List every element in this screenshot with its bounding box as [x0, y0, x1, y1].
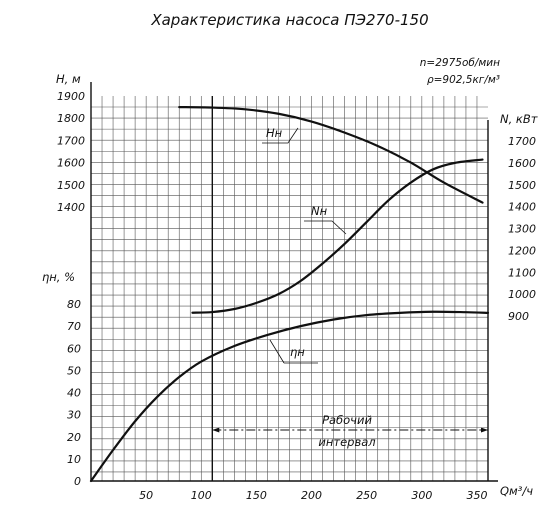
working-range-arrow-left: [212, 427, 220, 433]
efficiency-tick-label: 70: [67, 320, 81, 333]
power-tick-label: 1200: [508, 244, 536, 257]
head-tick-label: 1600: [57, 157, 85, 170]
head-tick-label: 1700: [57, 134, 85, 147]
working-range-arrow-right: [481, 427, 488, 433]
efficiency-tick-label: 10: [67, 453, 81, 466]
efficiency-tick-label: 40: [67, 387, 81, 400]
curve-leader: [262, 127, 299, 144]
power-tick-label: 1700: [508, 135, 536, 148]
curve-label: Nн: [311, 204, 328, 218]
grid: [91, 96, 488, 481]
head-curve: [178, 106, 484, 204]
head-tick-label: 1500: [57, 179, 85, 192]
efficiency-tick-label: 20: [67, 431, 81, 444]
power-curve: [191, 158, 484, 314]
curve-leader: [269, 339, 285, 364]
x-tick-label: 150: [246, 489, 267, 502]
power-axis-label: N, кВт: [500, 112, 538, 126]
head-tick-label: 1400: [57, 201, 85, 214]
curve-label: ηн: [290, 345, 305, 359]
power-tick-label: 1100: [508, 266, 536, 279]
head-tick-label: 1800: [57, 112, 85, 125]
x-tick-label: 250: [356, 489, 377, 502]
power-tick-label: 900: [508, 310, 529, 323]
efficiency-tick-label: 30: [67, 409, 81, 422]
efficiency-tick-label: 80: [67, 298, 81, 311]
labels: 50 100 150 200 250 300 35014001500160017001800…: [57, 90, 536, 502]
curve-leader: [304, 220, 347, 235]
efficiency-tick-label: 50: [67, 364, 81, 377]
x-tick-label: 200: [301, 489, 322, 502]
x-tick-label: 50: [139, 489, 153, 502]
power-tick-label: 1300: [508, 223, 536, 236]
axes: [90, 82, 498, 482]
flow-axis-label: Qм³/ч: [500, 484, 533, 498]
curve-label: Hн: [266, 126, 283, 140]
density-parameter: ρ=902,5кг/м³: [427, 74, 500, 86]
working-range-label-2: интервал: [318, 435, 376, 449]
efficiency-curve: [89, 310, 490, 483]
chart-title: Характеристика насоса ПЭ270-150: [150, 11, 428, 29]
power-tick-label: 1000: [508, 288, 536, 301]
efficiency-axis-label: ηн, %: [42, 270, 75, 284]
speed-parameter: n=2975об/мин: [420, 57, 500, 69]
working-range-label-1: Рабочий: [322, 413, 372, 427]
curves: [89, 106, 490, 483]
efficiency-tick-label: 0: [74, 475, 81, 488]
power-tick-label: 1400: [508, 201, 536, 214]
head-axis-label: H, м: [56, 72, 81, 86]
x-tick-label: 350: [466, 489, 487, 502]
efficiency-tick-label: 60: [67, 342, 81, 355]
x-tick-label: 100: [191, 489, 212, 502]
power-tick-label: 1600: [508, 157, 536, 170]
power-tick-label: 1500: [508, 179, 536, 192]
x-tick-label: 300: [411, 489, 432, 502]
head-tick-label: 1900: [57, 90, 85, 103]
